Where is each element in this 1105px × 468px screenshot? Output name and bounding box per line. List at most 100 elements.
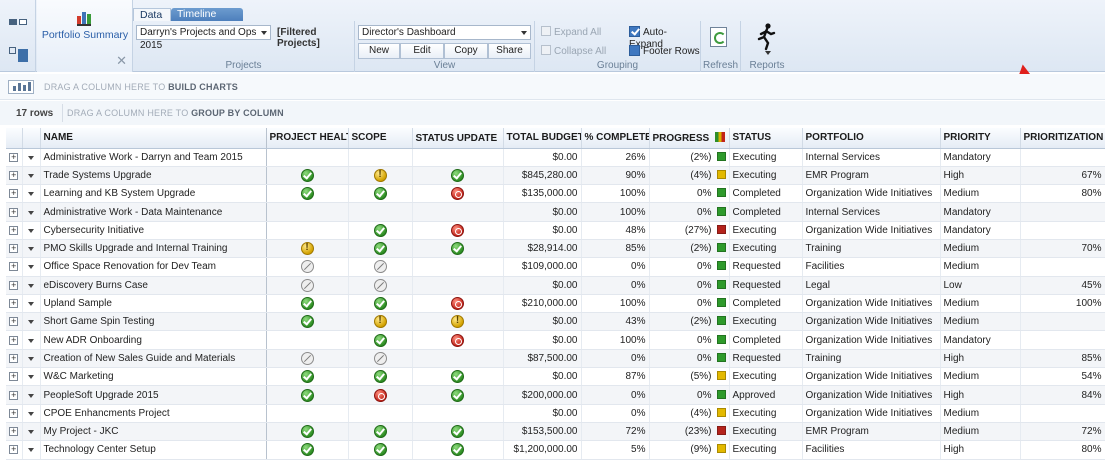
project-name-cell[interactable]: Technology Center Setup — [40, 440, 267, 460]
expand-row-icon[interactable]: + — [9, 151, 19, 162]
row-menu-chevron-icon[interactable] — [28, 393, 34, 398]
expand-row-icon[interactable]: + — [9, 334, 19, 345]
expand-row-icon[interactable]: + — [9, 352, 19, 363]
not-applicable-icon[interactable] — [300, 278, 314, 292]
check-circle-icon[interactable] — [373, 297, 387, 311]
project-name-cell[interactable]: eDiscovery Burns Case — [40, 276, 267, 295]
expand-row-icon[interactable]: + — [9, 426, 19, 437]
expand-row-icon[interactable]: + — [9, 279, 19, 290]
table-row[interactable]: + Office Space Renovation for Dev Team $… — [6, 257, 1105, 277]
row-menu-chevron-icon[interactable] — [28, 192, 34, 197]
expand-row-icon[interactable]: + — [9, 389, 19, 400]
check-circle-icon[interactable] — [300, 425, 314, 439]
bar-chart-icon[interactable] — [8, 80, 34, 94]
table-row[interactable]: + My Project - JKC $153,500.00 72% (23%)… — [6, 422, 1105, 442]
share-view-button[interactable]: Share — [488, 43, 531, 59]
expand-row-icon[interactable]: + — [9, 188, 19, 199]
check-circle-icon[interactable] — [300, 168, 314, 182]
row-menu-chevron-icon[interactable] — [28, 173, 34, 178]
footer-rows-toggle[interactable]: Footer Rows — [629, 45, 700, 58]
table-row[interactable]: + Creation of New Sales Guide and Materi… — [6, 349, 1105, 369]
table-row[interactable]: + W&C Marketing $0.00 87% (5%) Executing… — [6, 367, 1105, 387]
close-icon[interactable]: ✕ — [116, 53, 127, 68]
check-circle-icon[interactable] — [300, 443, 314, 457]
col-header-percent-complete[interactable]: % COMPLETE — [581, 128, 650, 149]
col-header-scope[interactable]: SCOPE — [348, 128, 413, 149]
table-row[interactable]: + Upland Sample $210,000.00 100% 0% Comp… — [6, 294, 1105, 314]
check-circle-icon[interactable] — [451, 388, 464, 402]
group-drop-zone[interactable]: 17 rows DRAG A COLUMN HERE TO GROUP BY C… — [0, 101, 1105, 125]
view-select[interactable]: Director's Dashboard — [358, 25, 531, 40]
table-row[interactable]: + Technology Center Setup $1,200,000.00 … — [6, 440, 1105, 460]
project-name-cell[interactable]: Upland Sample — [40, 294, 267, 314]
check-circle-icon[interactable] — [373, 223, 387, 237]
edit-view-button[interactable]: Edit — [400, 43, 444, 59]
table-row[interactable]: + CPOE Enhancments Project $0.00 0% (4%)… — [6, 404, 1105, 423]
stop-circle-icon[interactable] — [451, 297, 464, 311]
tab-timeline[interactable]: Timeline — [171, 8, 243, 21]
project-name-cell[interactable]: My Project - JKC — [40, 422, 267, 442]
warning-circle-icon[interactable] — [373, 168, 387, 182]
expand-row-icon[interactable]: + — [9, 316, 19, 327]
stop-circle-icon[interactable] — [451, 333, 464, 347]
check-circle-icon[interactable] — [451, 425, 464, 439]
project-name-cell[interactable]: Trade Systems Upgrade — [40, 166, 267, 186]
project-name-cell[interactable]: Cybersecurity Initiative — [40, 221, 267, 240]
project-name-cell[interactable]: W&C Marketing — [40, 367, 267, 387]
check-circle-icon[interactable] — [300, 297, 314, 311]
check-circle-icon[interactable] — [373, 370, 387, 384]
not-applicable-icon[interactable] — [373, 260, 387, 274]
stop-circle-icon[interactable] — [451, 187, 464, 201]
project-name-cell[interactable]: Office Space Renovation for Dev Team — [40, 257, 267, 277]
row-menu-chevron-icon[interactable] — [28, 356, 34, 361]
stop-circle-icon[interactable] — [373, 388, 387, 402]
chevron-down-icon[interactable] — [765, 51, 771, 55]
check-circle-icon[interactable] — [451, 370, 464, 384]
expand-row-icon[interactable]: + — [9, 371, 19, 382]
row-menu-chevron-icon[interactable] — [28, 448, 34, 453]
check-circle-icon[interactable] — [373, 242, 387, 256]
check-circle-icon[interactable] — [300, 370, 314, 384]
check-circle-icon[interactable] — [373, 187, 387, 201]
table-row[interactable]: + Administrative Work - Darryn and Team … — [6, 148, 1105, 167]
col-header-prioritization[interactable]: PRIORITIZATION — [1020, 128, 1105, 149]
row-menu-chevron-icon[interactable] — [28, 247, 34, 252]
row-menu-chevron-icon[interactable] — [28, 265, 34, 270]
project-name-cell[interactable]: Creation of New Sales Guide and Material… — [40, 349, 267, 369]
col-header-project-health[interactable]: PROJECT HEALTH — [266, 128, 349, 149]
warning-circle-icon[interactable] — [373, 315, 387, 329]
row-menu-chevron-icon[interactable] — [28, 302, 34, 307]
col-header-total-budget[interactable]: TOTAL BUDGET — [503, 128, 582, 149]
expand-row-icon[interactable]: + — [9, 224, 19, 235]
layout-toggle-icon[interactable] — [5, 12, 31, 32]
table-row[interactable]: + New ADR Onboarding $0.00 100% 0% Compl… — [6, 330, 1105, 350]
col-header-status-update[interactable]: STATUS UPDATE — [412, 128, 504, 149]
row-menu-chevron-icon[interactable] — [28, 338, 34, 343]
project-name-cell[interactable]: Administrative Work - Data Maintenance — [40, 202, 267, 222]
chart-drop-zone[interactable]: DRAG A COLUMN HERE TO BUILD CHARTS — [0, 74, 1105, 100]
row-menu-chevron-icon[interactable] — [28, 411, 34, 416]
expand-row-icon[interactable]: + — [9, 206, 19, 217]
expand-row-icon[interactable]: + — [9, 407, 19, 418]
check-circle-icon[interactable] — [300, 315, 314, 329]
warning-circle-icon[interactable] — [300, 242, 314, 256]
table-row[interactable]: + PMO Skills Upgrade and Internal Traini… — [6, 239, 1105, 259]
expand-row-icon[interactable]: + — [9, 169, 19, 180]
project-name-cell[interactable]: Administrative Work - Darryn and Team 20… — [40, 148, 267, 167]
table-row[interactable]: + PeopleSoft Upgrade 2015 $200,000.00 0%… — [6, 385, 1105, 405]
expand-row-icon[interactable]: + — [9, 261, 19, 272]
check-circle-icon[interactable] — [373, 443, 387, 457]
expand-row-icon[interactable]: + — [9, 298, 19, 309]
check-circle-icon[interactable] — [451, 443, 464, 457]
check-circle-icon[interactable] — [373, 333, 387, 347]
row-menu-chevron-icon[interactable] — [28, 430, 34, 435]
tab-data[interactable]: Data — [133, 8, 171, 21]
project-filter-select[interactable]: Darryn's Projects and Ops 2015 — [136, 25, 271, 51]
table-row[interactable]: + Short Game Spin Testing $0.00 43% (2%)… — [6, 312, 1105, 332]
pane-toggle-icon[interactable] — [5, 44, 31, 64]
check-circle-icon[interactable] — [373, 425, 387, 439]
table-row[interactable]: + Trade Systems Upgrade $845,280.00 90% … — [6, 166, 1105, 186]
running-man-icon[interactable] — [755, 23, 777, 51]
row-menu-chevron-icon[interactable] — [28, 375, 34, 380]
project-name-cell[interactable]: CPOE Enhancments Project — [40, 404, 267, 423]
